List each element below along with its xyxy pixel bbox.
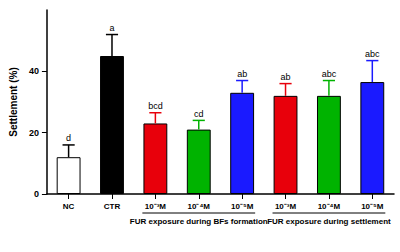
svg-text:CTR: CTR <box>104 202 121 211</box>
svg-text:NC: NC <box>63 202 75 211</box>
svg-text:0: 0 <box>34 189 39 199</box>
svg-text:FUR exposure during BFs format: FUR exposure during BFs formation <box>130 217 268 226</box>
svg-text:10⁻⁴M: 10⁻⁴M <box>187 202 210 211</box>
svg-text:abc: abc <box>365 49 380 59</box>
svg-text:10⁻⁴M: 10⁻⁴M <box>318 202 341 211</box>
svg-text:d: d <box>66 133 71 143</box>
svg-text:10⁻⁵M: 10⁻⁵M <box>231 202 254 211</box>
svg-text:Settlement (%): Settlement (%) <box>8 67 19 136</box>
svg-text:40: 40 <box>29 66 39 76</box>
svg-text:ab: ab <box>281 72 291 82</box>
svg-text:a: a <box>109 23 114 33</box>
svg-text:10⁻³M: 10⁻³M <box>145 202 167 211</box>
svg-text:abc: abc <box>322 69 337 79</box>
svg-text:ab: ab <box>237 69 247 79</box>
svg-text:bcd: bcd <box>148 101 163 111</box>
svg-text:10⁻³M: 10⁻³M <box>275 202 297 211</box>
svg-text:cd: cd <box>194 109 204 119</box>
svg-text:FUR exposure during settlement: FUR exposure during settlement <box>267 217 391 226</box>
svg-text:10⁻⁵M: 10⁻⁵M <box>361 202 384 211</box>
svg-text:20: 20 <box>29 128 39 138</box>
